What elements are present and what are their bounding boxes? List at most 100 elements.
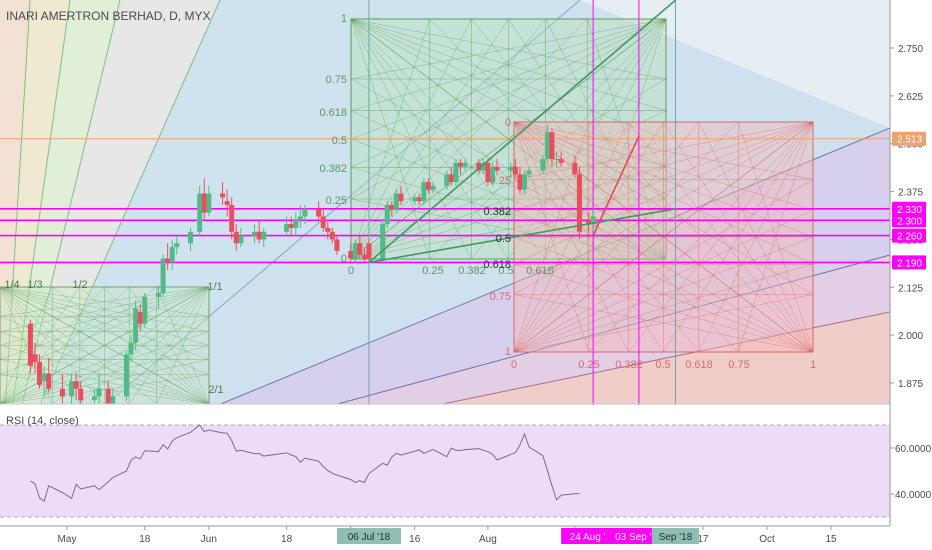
candle [544, 124, 550, 163]
candle-body [156, 293, 162, 297]
candle-body [69, 381, 75, 397]
date-badge [336, 528, 401, 544]
candle-body [416, 197, 422, 202]
time-tick-label: 18 [139, 534, 151, 545]
candle [224, 189, 230, 217]
time-tick-label: 18 [281, 534, 293, 545]
candle-body [233, 231, 239, 244]
candle-body [361, 254, 367, 259]
price-badge-label: 2.300 [897, 216, 922, 227]
candle-body [37, 361, 43, 385]
gann-box-small-ray [0, 374, 210, 404]
candle-body [549, 132, 555, 160]
candle [256, 220, 262, 244]
candle-body [32, 354, 38, 362]
price-badge-label: 2.330 [897, 205, 922, 216]
price-badge-label: 2.190 [897, 258, 922, 269]
candle-body [105, 388, 111, 404]
green-price-label: 0 [341, 253, 347, 265]
candle [105, 381, 111, 404]
candle [46, 358, 52, 393]
candle [220, 182, 226, 205]
gann-box-red-ray [698, 121, 814, 353]
candle [334, 235, 340, 255]
fan-label: 1/4 [4, 279, 19, 291]
candle [59, 373, 65, 404]
green-time-label: 0.25 [422, 265, 443, 277]
candle [549, 128, 555, 167]
candle [137, 304, 143, 332]
fan-ray [105, 0, 581, 404]
price-lines [0, 138, 890, 264]
candle [384, 201, 390, 228]
fan-ray [219, 127, 890, 404]
gann-box-green-ray [350, 18, 667, 168]
fan-sector [0, 0, 30, 404]
candle-body [206, 193, 212, 213]
candle-body [485, 162, 491, 182]
candle-body [448, 174, 454, 182]
candle [293, 212, 299, 236]
candle [576, 166, 582, 240]
candle-body [284, 224, 290, 232]
candles [27, 124, 596, 404]
candle [540, 155, 546, 175]
candle [206, 185, 212, 217]
time-tick-label: Aug [479, 534, 497, 545]
candle-body [334, 239, 340, 251]
candle-body [174, 243, 180, 248]
rsi-tick-label: 40.0000 [895, 490, 932, 501]
candle [201, 178, 207, 221]
candle-body [352, 243, 358, 259]
candle [160, 254, 166, 297]
green-price-label: 0.75 [326, 74, 347, 86]
price-tick-label: 2.000 [898, 331, 923, 342]
candle-body [110, 396, 116, 404]
candle-body [526, 170, 532, 175]
rsi-title: RSI (14, close) [6, 415, 79, 427]
candle [133, 300, 139, 351]
candle [284, 216, 290, 236]
candle-body [540, 159, 546, 171]
gann-box-red-ray [513, 294, 814, 353]
candle [110, 388, 116, 404]
candle [27, 319, 33, 374]
gann-box-red-ray [513, 236, 814, 353]
candle [197, 185, 203, 236]
gann-box-red-ray [513, 121, 589, 353]
fan-ray [39, 0, 221, 404]
candle-body [517, 174, 523, 190]
candle-body [78, 388, 84, 401]
candle [357, 235, 363, 259]
gann-box-green-ray [350, 167, 667, 260]
candle-body [96, 388, 102, 397]
gann-box-red-ray [628, 121, 814, 353]
green-time-label: 0.618 [526, 265, 554, 277]
candle [398, 185, 404, 205]
candle-body [27, 323, 33, 366]
gann-box-red-ray [513, 121, 739, 353]
candle [380, 220, 386, 263]
gann-box-red-ray [513, 121, 814, 180]
price-badge-label: 2.513 [897, 135, 922, 146]
gann-box-green-ray [350, 18, 667, 200]
candle [288, 216, 294, 236]
price-axis[interactable]: 2.7502.6252.5002.3752.2502.1252.0001.875… [890, 44, 932, 501]
date-badge-label: 24 Aug '18 [570, 532, 617, 543]
candle-body [522, 174, 528, 190]
candle [476, 159, 482, 175]
candle-body [348, 250, 354, 259]
candle-body [316, 208, 322, 217]
price-tick-label: 2.750 [898, 44, 923, 55]
gann-box-small-ray [79, 286, 210, 404]
price-badge-label: 2.260 [897, 232, 922, 243]
rsi-pane [0, 405, 890, 526]
fan-sector [12, 0, 120, 404]
candle-body [512, 166, 518, 175]
candle-body [142, 296, 148, 324]
candle [123, 350, 129, 401]
candle-body [252, 231, 258, 236]
time-axis[interactable]: May18Jun18Jul16Aug2017Oct1506 Jul '1824 … [58, 526, 838, 545]
candle [37, 354, 43, 389]
